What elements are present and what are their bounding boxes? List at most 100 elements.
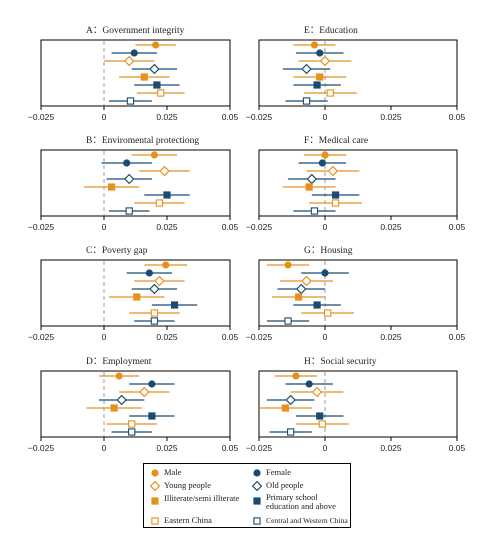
point-male	[115, 372, 123, 380]
legend-label-old-people: Old people	[266, 480, 304, 490]
legend-symbol-central-western-china	[253, 517, 261, 525]
point-female	[130, 49, 138, 57]
legend-label-central-western-china: Central and Western China	[266, 516, 348, 525]
point-primary-school	[313, 81, 321, 89]
point-illiterate	[295, 293, 303, 301]
x-tick-label: 0	[102, 443, 107, 453]
x-tick-label: 0.05	[449, 443, 466, 453]
legend-symbol-old-people	[251, 480, 263, 492]
x-tick-label: 0.05	[222, 222, 239, 232]
x-tick-label: 0.025	[380, 112, 402, 122]
point-primary-school	[331, 191, 340, 199]
point-primary-school	[170, 301, 179, 309]
legend-label-eastern-china: Eastern China	[164, 515, 212, 525]
x-tick-label: 0.05	[222, 112, 239, 122]
panel-title: C：Poverty gap	[86, 246, 148, 256]
point-central-western-china	[310, 207, 319, 215]
legend-marker-central-western-china	[252, 516, 262, 526]
point-young-people	[301, 275, 312, 287]
point-primary-school	[153, 81, 161, 89]
plot-frame	[40, 149, 231, 217]
x-tick-label: 0	[323, 222, 328, 232]
legend-glyph-central-western-china	[253, 517, 261, 525]
legend-glyph-primary-school	[253, 497, 261, 505]
point-female	[123, 159, 131, 167]
x-tick-label: 0.05	[449, 112, 466, 122]
point-central-western-china	[302, 97, 311, 105]
plot-frame	[258, 149, 458, 217]
legend-label-primary-school: Primary school education and above	[266, 492, 336, 511]
panel-1: A：Government integrity −0.025 0 0.025 0.05	[28, 26, 239, 122]
point-young-people	[311, 386, 323, 398]
panel-8: H：Social security −0.025 0 0.025 0.05	[246, 357, 466, 453]
x-tick-label: −0.025	[28, 222, 55, 232]
x-tick-label: 0	[323, 112, 328, 122]
point-primary-school	[316, 412, 324, 420]
point-old-people	[149, 283, 160, 295]
legend-symbol-illiterate	[151, 497, 159, 505]
legend-label-female: Female	[266, 467, 292, 477]
point-eastern-china	[155, 199, 164, 207]
point-eastern-china	[323, 309, 332, 317]
point-eastern-china	[318, 420, 327, 428]
legend-symbol-male	[151, 469, 159, 477]
legend-glyph-old-people	[251, 480, 263, 492]
point-young-people	[154, 275, 165, 287]
point-male	[292, 372, 300, 380]
panel-3: B：Enviromental protectiong −0.025 0 0.025 0.…	[28, 136, 239, 232]
x-tick-label: 0.05	[449, 332, 466, 342]
point-young-people	[327, 165, 339, 177]
point-central-western-china	[150, 317, 159, 325]
point-central-western-china	[287, 428, 295, 436]
x-tick-label: 0.025	[156, 332, 178, 342]
legend-marker-female	[252, 468, 262, 478]
legend-glyph-young-people	[149, 480, 161, 492]
panel-title: H：Social security	[304, 357, 377, 367]
x-tick-label: 0.025	[380, 332, 402, 342]
point-young-people	[319, 55, 331, 67]
legend-symbol-young-people	[149, 480, 161, 492]
point-male	[284, 261, 292, 269]
legend-label-male: Male	[164, 467, 182, 477]
point-old-people	[123, 173, 135, 185]
point-eastern-china	[326, 89, 334, 97]
x-tick-label: 0.05	[449, 222, 466, 232]
point-male	[150, 151, 158, 159]
legend-symbol-female	[253, 469, 261, 477]
point-eastern-china	[150, 309, 159, 317]
panel-title: G：Housing	[304, 246, 353, 256]
point-female	[305, 380, 313, 388]
x-tick-label: 0	[323, 332, 328, 342]
x-tick-label: 0.05	[222, 332, 239, 342]
legend-symbol-eastern-china	[151, 517, 159, 525]
x-tick-label: 0.025	[380, 222, 402, 232]
point-male	[152, 41, 160, 49]
point-old-people	[116, 394, 127, 406]
plot-frame	[258, 259, 458, 327]
point-eastern-china	[331, 199, 340, 207]
point-old-people	[149, 63, 160, 75]
point-central-western-china	[128, 428, 136, 436]
panel-title: D：Employment	[86, 357, 152, 367]
x-tick-label: 0	[323, 443, 328, 453]
point-primary-school	[163, 191, 171, 199]
panel-4: F：Medical care −0.025 0 0.025 0.05	[246, 136, 466, 232]
point-central-western-china	[125, 207, 133, 215]
panel-title: B：Enviromental protectiong	[86, 136, 199, 146]
legend-marker-male	[150, 468, 160, 478]
point-male	[321, 151, 329, 159]
legend-label-young-people: Young people	[164, 480, 212, 490]
x-tick-label: 0	[102, 112, 107, 122]
point-female	[316, 49, 324, 57]
point-primary-school	[148, 412, 156, 420]
x-tick-label: −0.025	[246, 222, 273, 232]
panel-5: C：Poverty gap −0.025 0 0.025 0.05	[28, 246, 239, 342]
x-tick-label: −0.025	[28, 443, 55, 453]
point-illiterate	[133, 293, 141, 301]
x-tick-label: −0.025	[246, 443, 273, 453]
legend-marker-primary-school	[252, 496, 262, 506]
legend: Male Female Young people Old people Illi…	[143, 463, 351, 528]
x-tick-label: −0.025	[246, 112, 273, 122]
plot-frame	[258, 39, 458, 107]
legend-marker-old-people	[251, 480, 263, 492]
